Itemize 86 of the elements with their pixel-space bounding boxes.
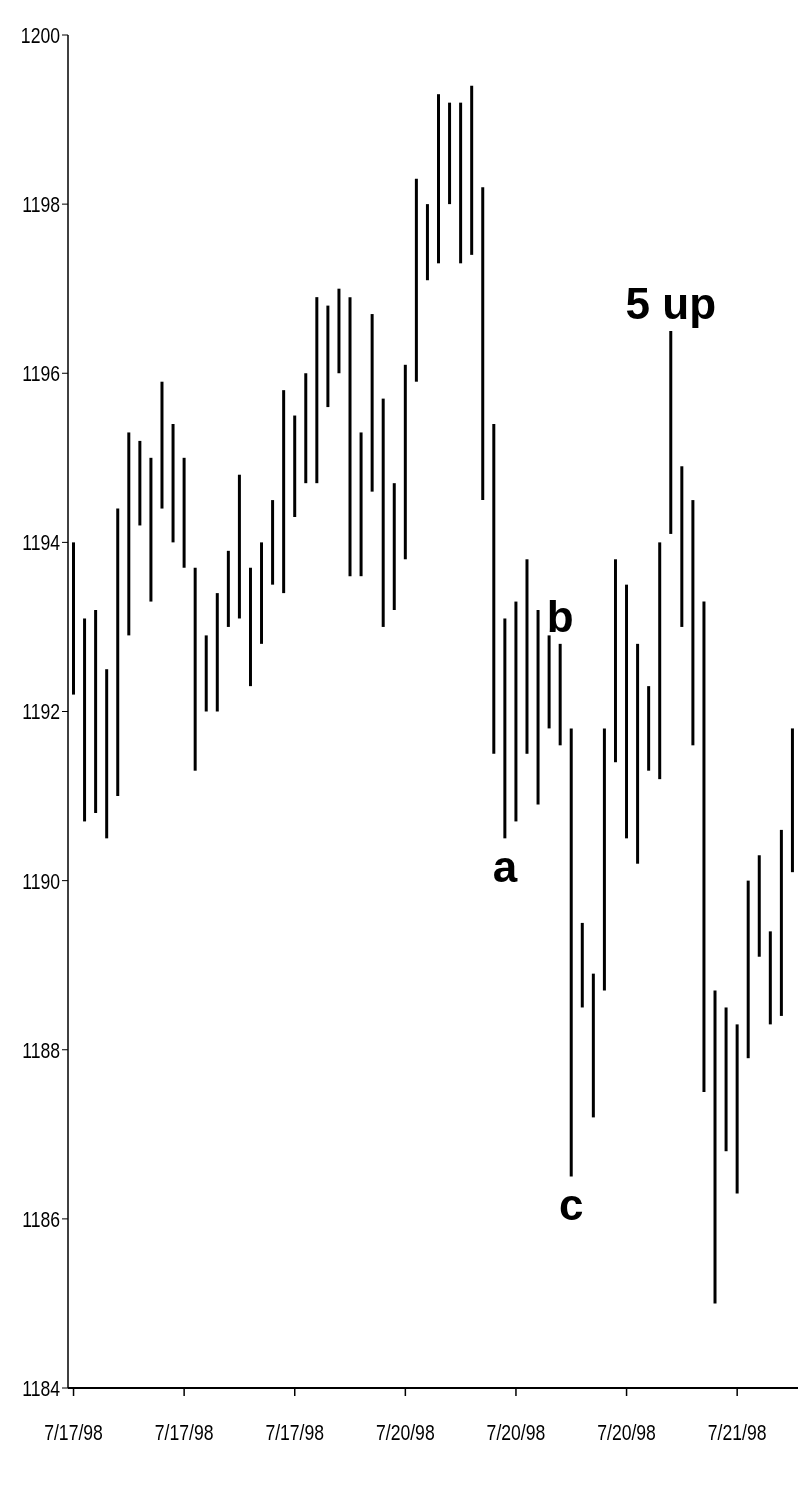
bar	[768, 931, 772, 1025]
bar	[83, 618, 87, 822]
bar	[448, 102, 452, 205]
bar	[370, 314, 374, 492]
bar	[326, 305, 330, 408]
bar	[94, 610, 98, 813]
bar	[503, 618, 507, 839]
bar	[680, 466, 684, 627]
bar	[182, 457, 186, 568]
bar	[392, 483, 396, 611]
annotation: 5 up	[625, 278, 717, 328]
bar	[381, 398, 385, 627]
bar	[193, 567, 197, 771]
bar	[591, 973, 595, 1118]
y-tick-label: 1186	[22, 1207, 60, 1232]
y-tick-label: 1184	[22, 1376, 60, 1401]
bar	[72, 542, 75, 695]
bar	[215, 593, 219, 712]
bar	[790, 728, 794, 873]
bar	[437, 94, 440, 264]
bar	[271, 500, 275, 585]
bar	[514, 601, 518, 822]
bar	[304, 373, 308, 484]
y-tick-label: 1200	[20, 23, 60, 48]
bar	[315, 297, 319, 484]
bar	[138, 440, 142, 526]
bar	[260, 542, 264, 644]
bar	[481, 187, 485, 501]
y-tick-label: 1190	[22, 868, 60, 894]
x-tick-label: 7/17/98	[44, 1420, 103, 1445]
bar	[348, 297, 352, 577]
bar	[724, 1007, 728, 1152]
bar	[602, 728, 606, 991]
bar	[547, 635, 551, 729]
bar	[691, 500, 695, 746]
bar	[359, 432, 363, 577]
bar	[459, 102, 463, 264]
bar	[248, 567, 252, 687]
annotation: a	[492, 841, 518, 891]
bar	[293, 415, 297, 518]
bar	[237, 474, 241, 619]
bar	[127, 432, 131, 636]
x-tick-label: 7/21/98	[707, 1420, 767, 1445]
y-tick-label: 1194	[22, 530, 60, 555]
bar	[658, 542, 662, 780]
bar	[569, 728, 573, 1177]
bar	[713, 990, 717, 1304]
bar	[171, 423, 175, 543]
annotation: c	[559, 1179, 584, 1229]
bar	[116, 508, 120, 797]
bar	[702, 601, 706, 1093]
bar	[414, 178, 418, 382]
bar	[470, 85, 474, 255]
bar	[580, 922, 584, 1008]
bar	[105, 669, 109, 839]
bar	[757, 855, 761, 957]
bar	[425, 204, 429, 281]
x-tick-label: 7/20/98	[597, 1420, 656, 1445]
bar	[647, 686, 651, 771]
bar	[735, 1024, 739, 1194]
bar	[625, 584, 629, 839]
x-tick-label: 7/17/98	[154, 1420, 214, 1445]
bar	[536, 610, 540, 805]
bar	[669, 330, 673, 534]
bar	[204, 635, 208, 712]
bar	[492, 423, 496, 754]
bar	[149, 457, 153, 602]
bar	[525, 559, 529, 754]
x-tick-label: 7/17/98	[265, 1420, 325, 1445]
bar	[613, 559, 617, 763]
bar	[226, 550, 230, 627]
bar	[779, 829, 783, 1016]
x-tick-label: 7/20/98	[486, 1420, 546, 1445]
bar	[282, 390, 286, 594]
y-tick-label: 1198	[22, 192, 60, 217]
bar	[337, 288, 341, 374]
annotation: b	[546, 591, 574, 641]
y-tick-label: 1188	[22, 1037, 60, 1063]
bar	[558, 643, 562, 746]
y-tick-label: 1196	[22, 361, 60, 386]
x-tick-label: 7/20/98	[376, 1420, 435, 1445]
bar	[403, 364, 407, 560]
y-tick-label: 1192	[22, 699, 60, 724]
bar	[636, 643, 640, 864]
bar	[746, 880, 750, 1059]
bar	[160, 381, 164, 509]
